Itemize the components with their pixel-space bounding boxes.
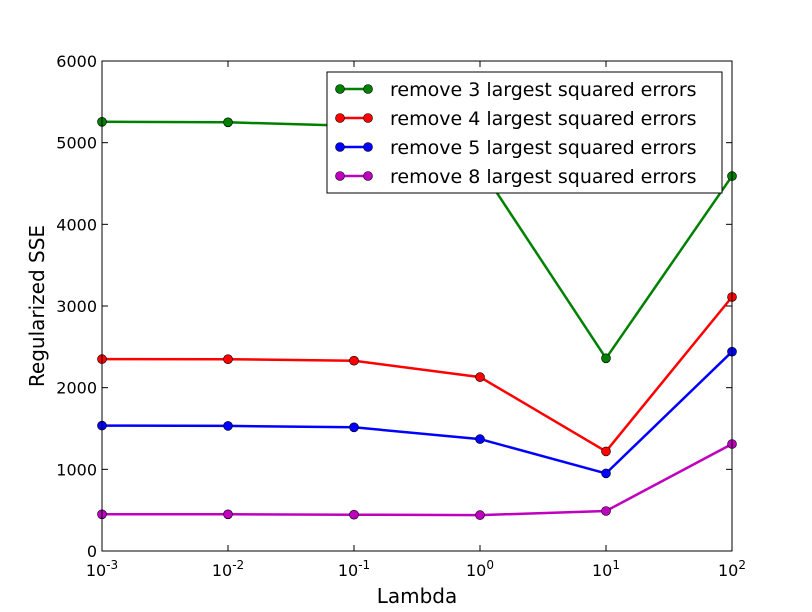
data-point-series-2-2 xyxy=(223,354,233,365)
data-point-series-4-3 xyxy=(349,509,359,520)
x-tick-label: 100 xyxy=(466,558,494,580)
legend-marker-1 xyxy=(335,84,345,94)
legend: remove 3 largest squared errors remove 4 … xyxy=(326,71,723,194)
y-tick-label: 0 xyxy=(87,542,97,561)
axis-ticks: 10-3 10-2 10-1 100 101 102 0 1000 2000 3000 4000 50… xyxy=(56,52,746,580)
x-tick-label: 101 xyxy=(592,558,620,580)
y-tick-label: 5000 xyxy=(56,134,97,153)
legend-label-3: remove 5 largest squared errors xyxy=(390,137,697,159)
legend-marker-3 xyxy=(335,142,345,152)
x-tick-label: 102 xyxy=(718,558,746,580)
series-line-3 xyxy=(101,350,733,475)
legend-marker-4 xyxy=(335,171,345,181)
series-line-4 xyxy=(102,442,733,517)
y-tick-label: 6000 xyxy=(56,52,97,71)
x-tick-label: 10-1 xyxy=(338,558,370,580)
series-line-2 xyxy=(101,296,733,453)
x-axis-title: Lambda xyxy=(377,584,458,608)
data-point-series-1-2 xyxy=(223,117,233,128)
data-point-series-4-4 xyxy=(475,510,485,520)
data-point-series-3-4 xyxy=(475,434,485,444)
y-tick-label: 2000 xyxy=(56,379,97,398)
data-point-series-2-4 xyxy=(475,372,485,382)
data-point-series-4-2 xyxy=(223,509,233,520)
data-point-series-3-2 xyxy=(223,421,233,431)
legend-marker-3 xyxy=(363,142,373,152)
legend-label-1: remove 3 largest squared errors xyxy=(390,79,697,101)
legend-marker-4 xyxy=(363,171,373,181)
x-tick-label: 10-2 xyxy=(212,558,244,580)
legend-box xyxy=(326,71,723,194)
x-tick-label: 10-3 xyxy=(86,558,118,580)
data-point-series-3-3 xyxy=(349,422,359,433)
legend-marker-1 xyxy=(363,84,373,94)
y-tick-label: 1000 xyxy=(56,460,97,479)
data-point-series-2-5 xyxy=(601,446,611,457)
data-point-series-4-5 xyxy=(601,506,611,516)
data-point-series-2-3 xyxy=(349,355,359,366)
y-tick-label: 4000 xyxy=(56,215,97,234)
legend-label-2: remove 4 largest squared errors xyxy=(390,108,697,130)
data-point-series-3-5 xyxy=(601,468,611,479)
legend-marker-2 xyxy=(363,113,373,123)
legend-marker-2 xyxy=(335,113,345,123)
y-axis-title: Regularized SSE xyxy=(25,225,49,387)
data-point-series-1-5 xyxy=(601,353,611,364)
y-tick-label: 3000 xyxy=(56,297,97,316)
legend-label-4: remove 8 largest squared errors xyxy=(390,166,697,188)
